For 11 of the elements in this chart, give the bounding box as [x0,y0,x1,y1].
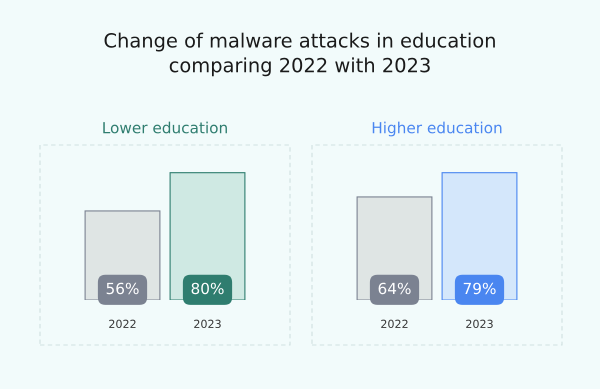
chart-title: Higher education [372,122,502,136]
data-label: 64% [378,282,411,294]
chart-title: Lower education [103,122,227,134]
x-tick-label: 2023 [194,320,221,328]
data-label: 80% [192,282,224,294]
data-label: 79% [464,282,496,294]
x-tick-label: 2022 [381,320,408,328]
data-label: 56% [106,282,139,294]
x-tick-label: 2022 [109,320,136,328]
x-tick-label: 2023 [466,320,493,328]
text: Change of malware attacks in education comparing 2022 with 2023 [104,32,495,76]
